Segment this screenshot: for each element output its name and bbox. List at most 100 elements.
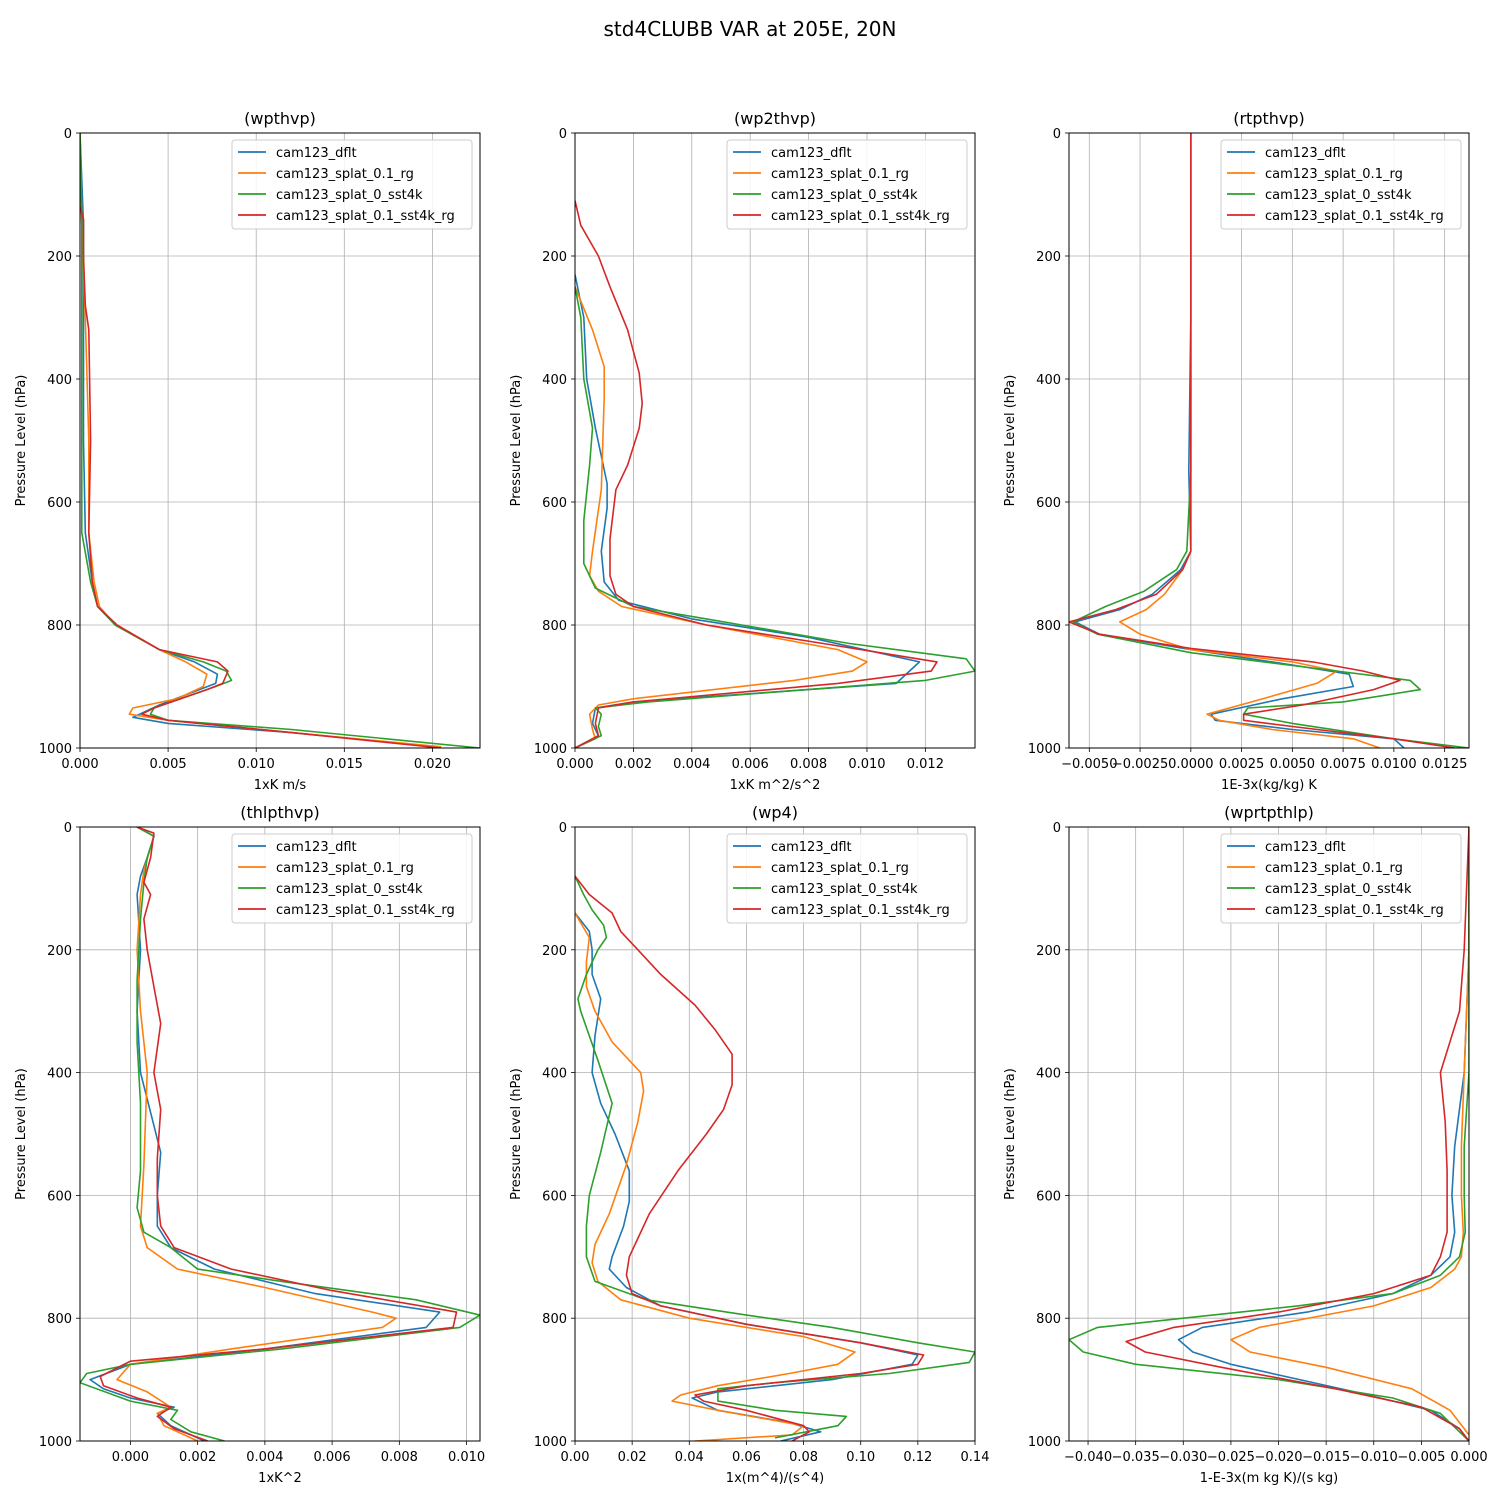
x-tick-label: −0.025 [1207, 1450, 1255, 1465]
x-tick-label: 0.0125 [1422, 757, 1468, 772]
legend-label: cam123_splat_0_sst4k [771, 188, 918, 203]
y-axis-label: Pressure Level (hPa) [509, 1068, 524, 1200]
axes-frame [79, 826, 481, 1442]
legend-label: cam123_splat_0_sst4k [276, 882, 423, 897]
legend: cam123_dflt cam123_splat_0.1_rg cam123_spl… [1220, 139, 1462, 230]
subplot-4: 0.000 0.002 0.004 0.006 0.008 0.010 0 200 400 600… [14, 803, 485, 1486]
y-tick-label: 800 [47, 1312, 72, 1327]
series-line-cam123-splat-0-1-rg [575, 286, 868, 748]
legend-label: cam123_splat_0.1_rg [1265, 861, 1403, 876]
y-tick-label: 600 [542, 1189, 567, 1204]
x-tick-label: 0.006 [732, 757, 769, 772]
legend-label: cam123_splat_0_sst4k [1265, 188, 1412, 203]
x-tick-label: −0.015 [1302, 1450, 1350, 1465]
legend-label: cam123_splat_0.1_rg [1265, 167, 1403, 182]
x-tick-label: 0.012 [907, 757, 944, 772]
legend: cam123_dflt cam123_splat_0.1_rg cam123_spl… [726, 139, 968, 230]
x-tick-label: 0.0025 [1219, 757, 1265, 772]
series-line-cam123-splat-0-sst4k [575, 286, 975, 748]
y-tick-label: 0 [559, 127, 567, 142]
y-tick-label: 0 [64, 821, 72, 836]
x-tick-label: 0.010 [448, 1450, 485, 1465]
y-tick-label: 1000 [534, 742, 567, 757]
y-tick-label: 800 [1036, 619, 1061, 634]
x-tick-label: 0.004 [246, 1450, 283, 1465]
legend-box [726, 833, 968, 924]
y-tick-label: 800 [542, 1312, 567, 1327]
legend-label: cam123_splat_0.1_sst4k_rg [771, 209, 950, 224]
x-tick-label: −0.005 [1397, 1450, 1445, 1465]
y-tick-label: 200 [1036, 250, 1061, 265]
legend: cam123_dflt cam123_splat_0.1_rg cam123_spl… [726, 833, 968, 924]
y-tick-label: 0 [64, 127, 72, 142]
x-tick-label: −0.020 [1254, 1450, 1302, 1465]
x-tick-label: 0.0100 [1371, 757, 1417, 772]
legend-label: cam123_splat_0_sst4k [1265, 882, 1412, 897]
series-group [575, 200, 975, 748]
x-tick-label: 0.0075 [1320, 757, 1366, 772]
legend-label: cam123_dflt [1265, 840, 1346, 855]
series-line-cam123-splat-0-1-sst4k-rg [99, 827, 458, 1441]
legend-label: cam123_dflt [1265, 146, 1346, 161]
x-tick-label: 0.02 [618, 1450, 647, 1465]
legend-label: cam123_splat_0.1_rg [276, 861, 414, 876]
x-tick-label: −0.035 [1112, 1450, 1160, 1465]
x-tick-label: 0.14 [961, 1450, 990, 1465]
x-axis-label: 1xK m/s [254, 778, 307, 793]
x-tick-label: 0.004 [673, 757, 710, 772]
series-line-cam123-splat-0-1-rg [80, 133, 442, 748]
y-tick-label: 1000 [1028, 1435, 1061, 1450]
figure-title: std4CLUBB VAR at 205E, 20N [604, 17, 897, 41]
x-tick-label: 0.008 [381, 1450, 418, 1465]
series-line-cam123-splat-0-1-rg [575, 912, 856, 1441]
legend-label: cam123_splat_0.1_rg [771, 167, 909, 182]
legend-label: cam123_splat_0_sst4k [276, 188, 423, 203]
subplot-title: (wp2thvp) [734, 109, 816, 128]
legend-label: cam123_dflt [276, 840, 357, 855]
y-tick-label: 200 [542, 250, 567, 265]
y-tick-label: 1000 [1028, 742, 1061, 757]
x-tick-label: 0.0050 [1270, 757, 1316, 772]
axes-frame [574, 132, 976, 749]
y-axis-label: Pressure Level (hPa) [14, 375, 29, 507]
y-tick-label: 600 [1036, 496, 1061, 511]
legend-box [231, 139, 473, 230]
y-tick-label: 600 [47, 496, 72, 511]
x-tick-label: 0.020 [414, 757, 451, 772]
y-tick-label: 0 [559, 821, 567, 836]
y-tick-label: 200 [542, 944, 567, 959]
x-tick-label: 0.000 [112, 1450, 149, 1465]
series-line-cam123-splat-0-1-sst4k-rg [575, 875, 925, 1441]
series-line-cam123-dflt [575, 274, 921, 748]
x-tick-label: −0.0050 [1061, 757, 1117, 772]
x-axis-label: 1E-3x(kg/kg) K [1221, 778, 1317, 793]
x-axis-label: 1-E-3x(m kg K)/(s kg) [1200, 1471, 1338, 1486]
x-tick-label: −0.010 [1350, 1450, 1398, 1465]
y-axis-label: Pressure Level (hPa) [14, 1068, 29, 1200]
legend-label: cam123_splat_0.1_sst4k_rg [1265, 903, 1444, 918]
x-tick-label: 0.000 [61, 757, 98, 772]
legend-label: cam123_dflt [771, 146, 852, 161]
y-tick-label: 200 [1036, 944, 1061, 959]
legend: cam123_dflt cam123_splat_0.1_rg cam123_spl… [231, 833, 473, 924]
series-line-cam123-splat-0-sst4k [80, 133, 480, 748]
legend-label: cam123_splat_0_sst4k [771, 882, 918, 897]
subplot-title: (thlpthvp) [240, 803, 320, 822]
series-group [80, 133, 480, 748]
y-tick-label: 1000 [39, 1435, 72, 1450]
axes-frame [1068, 826, 1470, 1442]
y-tick-label: 600 [47, 1189, 72, 1204]
legend-label: cam123_dflt [771, 840, 852, 855]
legend-label: cam123_splat_0.1_rg [276, 167, 414, 182]
y-tick-label: 0 [1053, 127, 1061, 142]
subplot-3: −0.0050−0.0025 0.0000 0.0025 0.0050 0.0075 0.… [1003, 109, 1470, 793]
legend-box [231, 833, 473, 924]
series-line-cam123-splat-0-1-sst4k-rg [1069, 133, 1455, 748]
legend-label: cam123_splat_0.1_sst4k_rg [276, 903, 455, 918]
subplot-title: (wp4) [752, 803, 798, 822]
legend: cam123_dflt cam123_splat_0.1_rg cam123_spl… [231, 139, 473, 230]
y-tick-label: 400 [1036, 1067, 1061, 1082]
axes-frame [79, 132, 481, 749]
series-group [575, 875, 975, 1441]
y-tick-label: 400 [542, 373, 567, 388]
